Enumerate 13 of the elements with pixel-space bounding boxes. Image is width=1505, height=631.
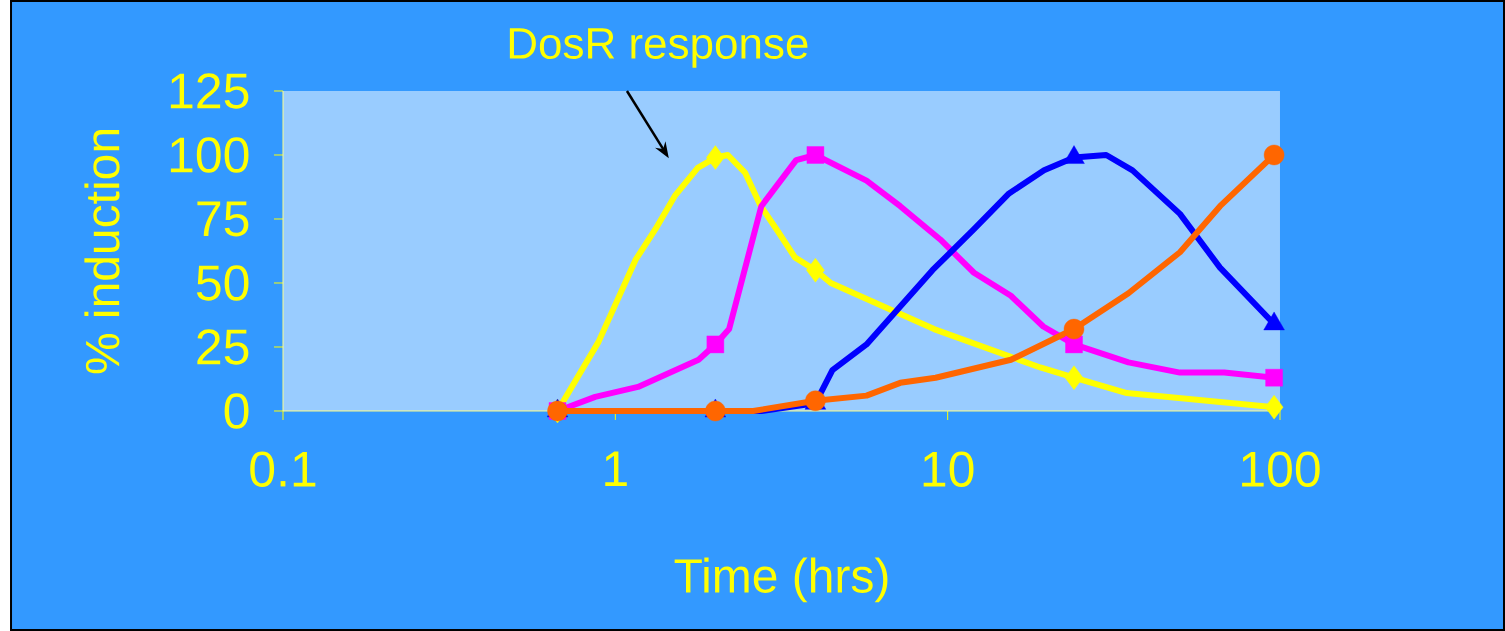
x-tick-label: 100 <box>1242 451 1320 487</box>
y-tick-label: 50 <box>196 265 249 301</box>
y-tick-label: 0 <box>224 393 249 429</box>
y-axis-title: % induction <box>84 130 120 374</box>
x-tick-label: 0.1 <box>250 451 316 487</box>
y-tick-label: 100 <box>170 137 249 173</box>
x-axis-title: Time (hrs) <box>674 557 888 603</box>
y-tick-label: 25 <box>197 329 249 365</box>
chart-title: DosR response <box>509 28 808 68</box>
x-tick-label: 10 <box>923 451 974 487</box>
y-tick-label: 125 <box>170 73 249 109</box>
x-tick-label: 1 <box>605 451 627 486</box>
y-tick-label: 75 <box>197 201 249 237</box>
